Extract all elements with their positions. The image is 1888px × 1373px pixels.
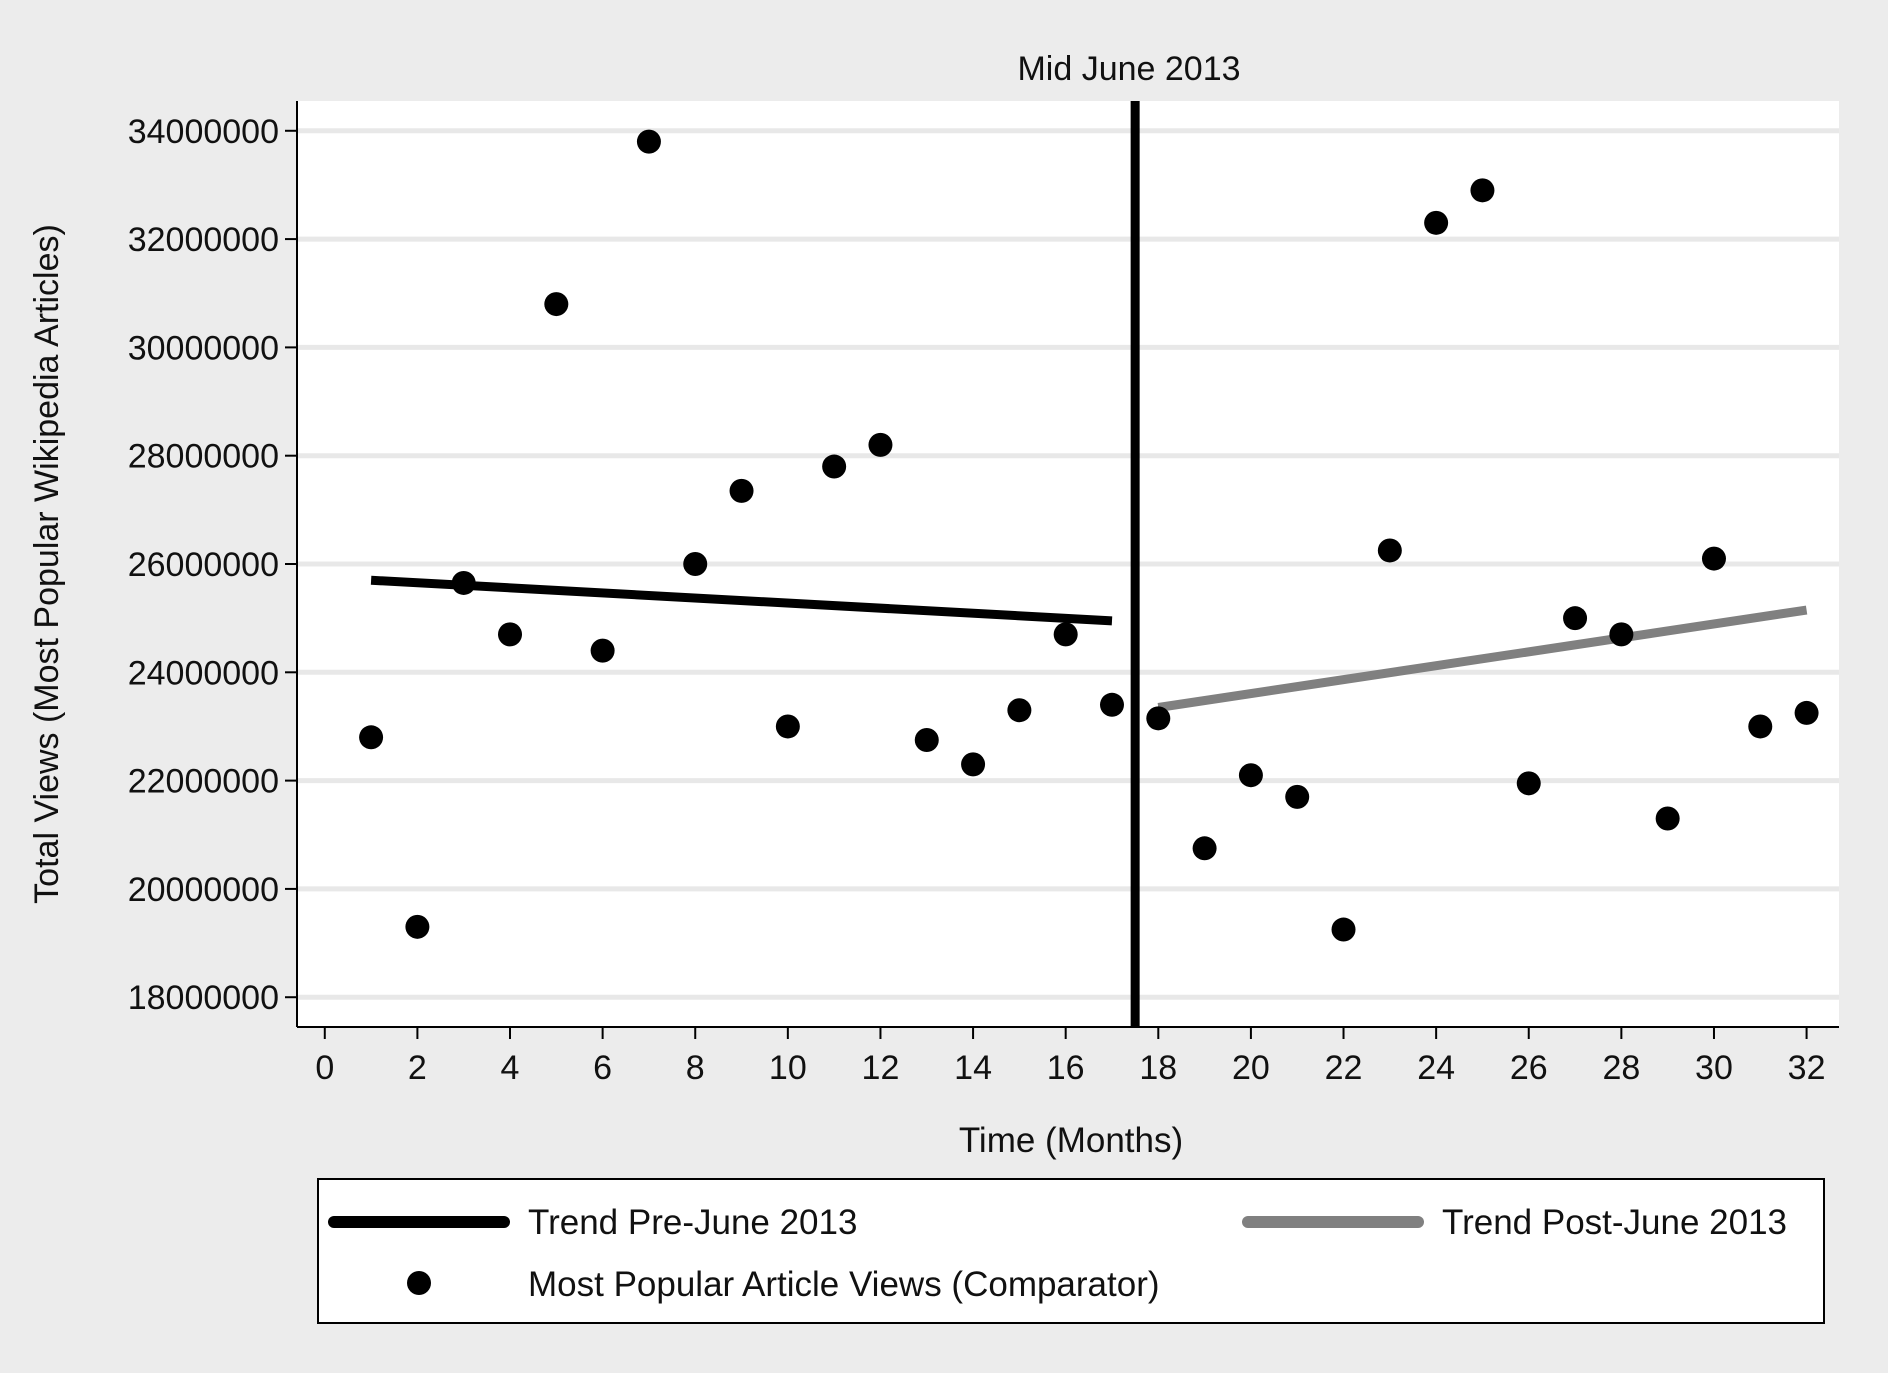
legend-scatter-label: Most Popular Article Views (Comparator) (528, 1265, 1160, 1304)
x-tick-label: 22 (1325, 1049, 1363, 1087)
y-tick-label: 22000000 (128, 763, 279, 801)
scatter-point (1470, 178, 1495, 203)
y-tick-label: 18000000 (128, 979, 279, 1017)
x-tick-label: 8 (686, 1049, 705, 1087)
scatter-point (1146, 706, 1171, 731)
scatter-point (1424, 210, 1449, 235)
scatter-point (1609, 622, 1634, 647)
scatter-point (590, 638, 615, 663)
scatter-point (1701, 546, 1726, 571)
x-tick-label: 18 (1139, 1049, 1177, 1087)
axis-layer: 18000000 20000000 22000000 24000000 26000000… (128, 101, 1839, 1087)
scatter-point (961, 752, 986, 777)
scatter-point (544, 292, 569, 317)
y-tick-label: 32000000 (128, 221, 279, 259)
x-tick-label: 4 (501, 1049, 520, 1087)
legend-scatter-swatch (407, 1271, 431, 1295)
scatter-point (1331, 917, 1356, 942)
scatter-point (405, 914, 430, 939)
y-tick-label: 30000000 (128, 329, 279, 367)
grid-layer (297, 128, 1839, 1000)
scatter-point (1007, 698, 1032, 723)
y-tick-label: 34000000 (128, 113, 279, 151)
scatter-point (1053, 622, 1078, 647)
x-tick-label: 16 (1047, 1049, 1085, 1087)
trend-post-june-2013-line (1157, 605, 1808, 712)
scatter-point (451, 570, 476, 595)
x-tick-label: 6 (593, 1049, 612, 1087)
scatter-point (914, 727, 939, 752)
scatter-point (868, 432, 893, 457)
scatter-point (1516, 771, 1541, 796)
x-tick-label: 28 (1602, 1049, 1640, 1087)
scatter-point (1192, 836, 1217, 861)
x-axis-label: Time (Months) (959, 1121, 1183, 1160)
scatter-point (1655, 806, 1680, 831)
y-tick-label: 28000000 (128, 438, 279, 476)
x-tick-label: 10 (769, 1049, 807, 1087)
x-tick-label: 24 (1417, 1049, 1455, 1087)
scatter-point (1099, 692, 1124, 717)
scatter-point (498, 622, 523, 647)
y-axis-label: Total Views (Most Popular Wikipedia Arti… (28, 224, 66, 904)
trend-pre-june-2013-line (370, 575, 1113, 626)
legend-post-trend-label: Trend Post-June 2013 (1442, 1203, 1787, 1242)
x-tick-label: 20 (1232, 1049, 1270, 1087)
x-tick-label: 12 (862, 1049, 900, 1087)
scatter-point (1794, 700, 1819, 725)
x-tick-label: 26 (1510, 1049, 1548, 1087)
scatter-point (1748, 714, 1773, 739)
y-tick-label: 26000000 (128, 546, 279, 584)
scatter-point (1238, 763, 1263, 788)
trend-layer (370, 575, 1808, 712)
scatter-point (1563, 606, 1588, 631)
scatter-point (1285, 784, 1310, 809)
legend-pre-trend-label: Trend Pre-June 2013 (528, 1203, 857, 1242)
legend: Trend Pre-June 2013 Trend Post-June 2013… (317, 1178, 1825, 1324)
x-tick-label: 14 (954, 1049, 992, 1087)
scatter-point (1377, 538, 1402, 563)
legend-box (317, 1178, 1825, 1324)
scatter-point (822, 454, 847, 479)
x-tick-label: 32 (1788, 1049, 1826, 1087)
point-layer (359, 129, 1819, 942)
x-tick-label: 30 (1695, 1049, 1733, 1087)
scatter-point (636, 129, 661, 154)
scatter-point (729, 478, 754, 503)
scatter-point (359, 725, 384, 750)
x-tick-label: 0 (315, 1049, 334, 1087)
scatter-point (683, 552, 708, 576)
scatter-point (775, 714, 800, 739)
x-tick-label: 2 (408, 1049, 427, 1087)
y-tick-label: 20000000 (128, 871, 279, 909)
y-tick-label: 24000000 (128, 654, 279, 692)
vertical-line-label: Mid June 2013 (1017, 50, 1240, 88)
